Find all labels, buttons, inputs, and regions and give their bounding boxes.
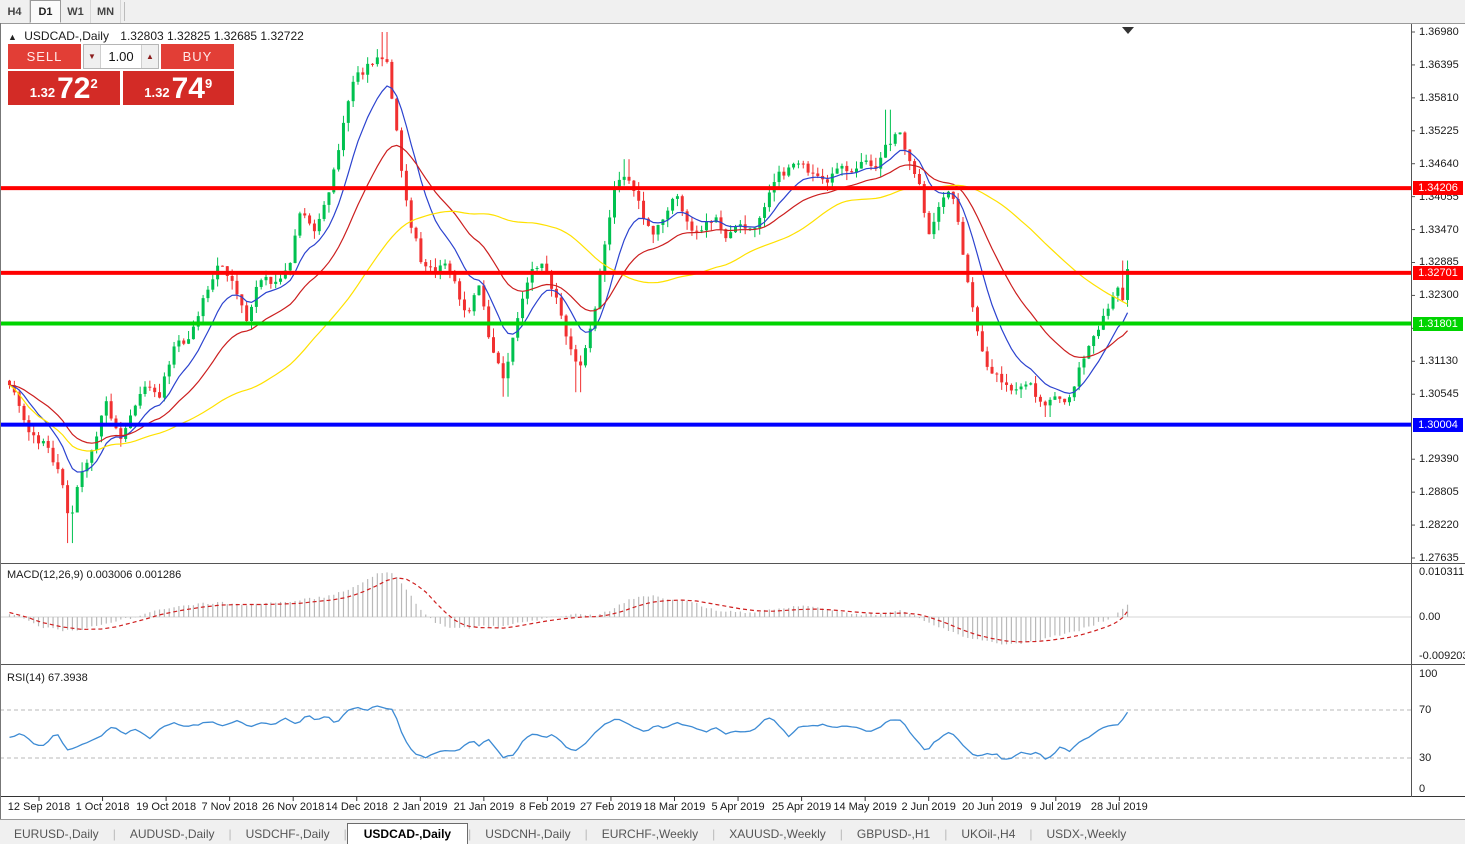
- price-axis-tick: 1.34640: [1419, 157, 1459, 170]
- rsi-axis-tick: 0: [1419, 783, 1426, 795]
- date-axis-label: 1 Oct 2018: [75, 801, 130, 813]
- tab-separator: |: [228, 827, 232, 841]
- timeframe-button-d1[interactable]: D1: [30, 0, 61, 23]
- chart-tab-usdchf[interactable]: USDCHF-,Daily: [245, 827, 330, 841]
- one-click-trading-panel: SELL ▼ ▲ BUY 1.32 72 2 1.32 74 9: [8, 44, 234, 105]
- sell-price-panel[interactable]: 1.32 72 2: [8, 71, 120, 105]
- date-axis-label: 8 Feb 2019: [519, 801, 576, 813]
- price-axis-tick: 1.30545: [1419, 388, 1459, 401]
- buy-price-main: 74: [171, 72, 205, 105]
- price-axis-tick: 1.28220: [1419, 519, 1459, 532]
- date-axis-label: 14 Dec 2018: [325, 801, 388, 813]
- price-axis-tick: 1.35810: [1419, 91, 1459, 104]
- price-level-badge: 1.34206: [1413, 181, 1463, 196]
- tab-separator: |: [468, 827, 472, 841]
- tab-separator: |: [1029, 827, 1033, 841]
- date-axis-label: 25 Apr 2019: [771, 801, 832, 813]
- tab-separator: |: [712, 827, 716, 841]
- price-axis-tick: 1.31130: [1419, 355, 1458, 368]
- chart-tab-xauusd[interactable]: XAUUSD-,Weekly: [729, 827, 826, 841]
- timeframe-toolbar: H4 D1 W1 MN: [0, 0, 1465, 24]
- date-axis-label: 28 Jul 2019: [1090, 801, 1148, 813]
- chart-tab-usdcad[interactable]: USDCAD-,Daily: [346, 823, 469, 844]
- collapse-quote-panel-icon[interactable]: ▲: [8, 32, 17, 42]
- chart-tab-audusd[interactable]: AUDUSD-,Daily: [129, 827, 215, 841]
- tab-separator: |: [343, 827, 347, 841]
- date-axis-label: 7 Nov 2018: [201, 801, 258, 813]
- buy-price-pip: 9: [204, 76, 213, 91]
- date-axis-label: 2 Jun 2019: [901, 801, 956, 813]
- macd-axis-tick: 0.00: [1419, 611, 1441, 623]
- chart-tab-gbpusd[interactable]: GBPUSD-,H1: [856, 827, 931, 841]
- sell-price-pip: 2: [90, 76, 98, 91]
- rsi-indicator-label: RSI(14) 67.3938: [7, 672, 88, 684]
- chart-tab-eurchf[interactable]: EURCHF-,Weekly: [601, 827, 699, 841]
- timeframe-button-mn[interactable]: MN: [91, 0, 121, 23]
- date-axis-label: 14 May 2019: [833, 801, 897, 813]
- rsi-axis-tick: 70: [1419, 704, 1432, 716]
- price-axis-tick: 1.32885: [1419, 256, 1459, 269]
- price-axis-tick: 1.36395: [1419, 58, 1459, 71]
- timeframe-button-h4[interactable]: H4: [0, 0, 30, 23]
- chart-tab-ukoil[interactable]: UKOil-,H4: [961, 827, 1016, 841]
- price-axis-tick: 1.35225: [1419, 124, 1459, 137]
- chart-tab-bar: EURUSD-,Daily | AUDUSD-,Daily | USDCHF-,Dail…: [0, 819, 1465, 844]
- chart-tab-usdx[interactable]: USDX-,Weekly: [1046, 827, 1127, 841]
- tab-separator: |: [944, 827, 948, 841]
- price-axis-tick: 1.27635: [1419, 552, 1459, 564]
- chart-tab-usdcnh[interactable]: USDCNH-,Daily: [485, 827, 571, 841]
- date-axis-label: 12 Sep 2018: [7, 801, 71, 813]
- date-axis-label: 20 Jun 2019: [961, 801, 1023, 813]
- price-level-badge: 1.32701: [1413, 265, 1463, 280]
- sell-button[interactable]: SELL: [8, 44, 81, 69]
- date-axis-label: 9 Jul 2019: [1030, 801, 1082, 813]
- rsi-axis-tick: 100: [1419, 668, 1438, 680]
- chart-ohlc-quote: 1.32803 1.32825 1.32685 1.32722: [120, 29, 304, 43]
- chart-symbol-label: USDCAD-,Daily: [24, 29, 109, 43]
- tab-separator: |: [584, 827, 588, 841]
- price-axis-tick: 1.36980: [1419, 26, 1459, 38]
- date-axis-label: 19 Oct 2018: [136, 801, 197, 813]
- sell-price-main: 72: [57, 72, 91, 105]
- price-level-badge: 1.31801: [1413, 316, 1463, 331]
- volume-increase-icon[interactable]: ▲: [141, 45, 158, 68]
- date-axis-label: 27 Feb 2019: [580, 801, 642, 813]
- chart-area[interactable]: [0, 23, 1465, 819]
- price-level-badge: 1.30004: [1413, 417, 1463, 432]
- date-axis-label: 26 Nov 2018: [261, 801, 325, 813]
- date-axis-label: 21 Jan 2019: [453, 801, 515, 813]
- price-axis-tick: 1.33470: [1419, 223, 1459, 236]
- date-axis-label: 18 Mar 2019: [643, 801, 706, 813]
- buy-price-panel[interactable]: 1.32 74 9: [122, 71, 234, 105]
- date-axis-label: 2 Jan 2019: [393, 801, 448, 813]
- price-axis-tick: 1.28805: [1419, 486, 1459, 499]
- macd-axis-tick: -0.009203: [1419, 650, 1465, 662]
- tab-separator: |: [839, 827, 843, 841]
- chart-tab-eurusd[interactable]: EURUSD-,Daily: [14, 827, 99, 841]
- volume-input[interactable]: [101, 45, 141, 68]
- tab-separator: |: [112, 827, 116, 841]
- date-axis-label: 5 Apr 2019: [711, 801, 765, 813]
- volume-stepper: ▼ ▲: [83, 44, 159, 69]
- toolbar-separator: [124, 2, 125, 21]
- buy-button[interactable]: BUY: [161, 44, 234, 69]
- buy-price-prefix: 1.32: [144, 85, 170, 100]
- price-axis-tick: 1.29390: [1419, 453, 1459, 466]
- price-axis-tick: 1.32300: [1419, 289, 1459, 302]
- chart-title: ▲ USDCAD-,Daily 1.32803 1.32825 1.32685 …: [8, 29, 304, 43]
- rsi-axis-tick: 30: [1419, 752, 1432, 764]
- timeframe-button-w1[interactable]: W1: [61, 0, 91, 23]
- sell-price-prefix: 1.32: [29, 85, 56, 100]
- macd-axis-tick: 0.010311: [1419, 566, 1465, 578]
- volume-decrease-icon[interactable]: ▼: [84, 45, 101, 68]
- macd-indicator-label: MACD(12,26,9) 0.003006 0.001286: [7, 569, 182, 581]
